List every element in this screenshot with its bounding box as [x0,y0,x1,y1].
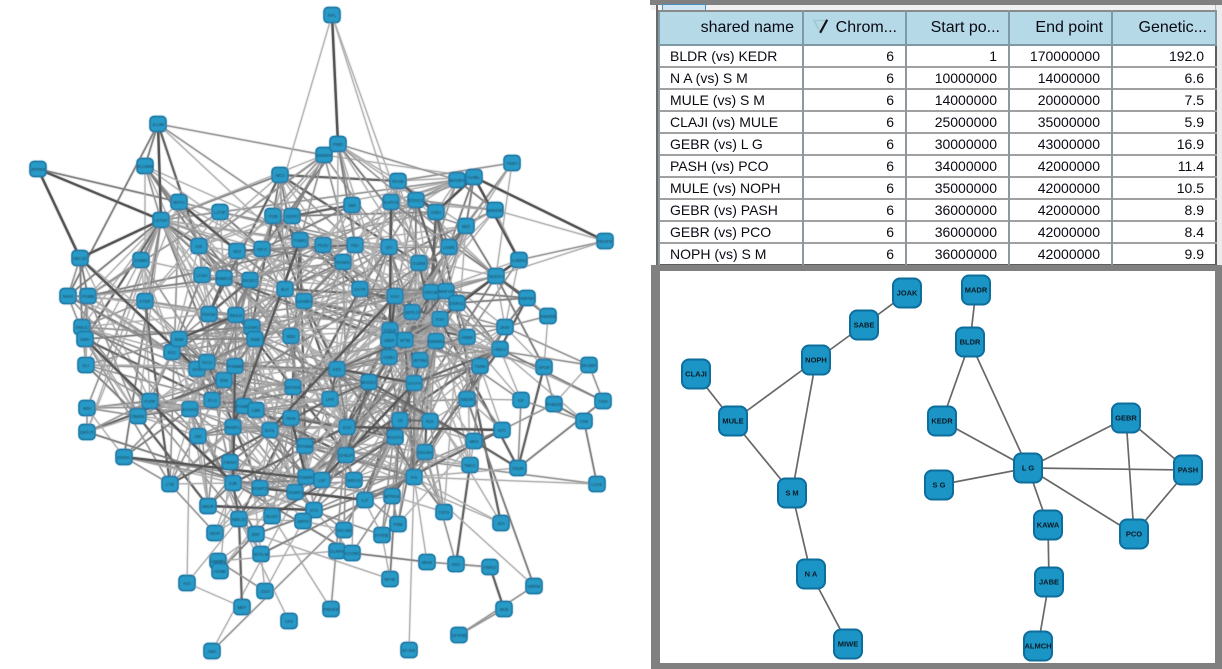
svg-text:ALMCH: ALMCH [1024,642,1051,651]
svg-text:KAWA: KAWA [1037,521,1060,530]
svg-text:GEBR: GEBR [1115,414,1137,423]
svg-text:PCO: PCO [1126,530,1142,539]
svg-text:L G: L G [1022,464,1035,473]
svg-text:JABE: JABE [1039,578,1059,587]
svg-text:CLAJI: CLAJI [685,370,707,379]
svg-text:SABE: SABE [854,321,875,330]
svg-text:S M: S M [785,489,798,498]
svg-text:S G: S G [933,481,946,490]
svg-text:BLDR: BLDR [960,338,981,347]
svg-text:MIWE: MIWE [838,640,858,649]
svg-text:KEDR: KEDR [931,417,953,426]
svg-text:N A: N A [805,570,818,579]
svg-text:JOAK: JOAK [897,289,918,298]
svg-text:NOPH: NOPH [805,356,827,365]
svg-text:MADR: MADR [965,286,988,295]
svg-text:MULE: MULE [722,417,743,426]
svg-text:PASH: PASH [1178,466,1198,475]
